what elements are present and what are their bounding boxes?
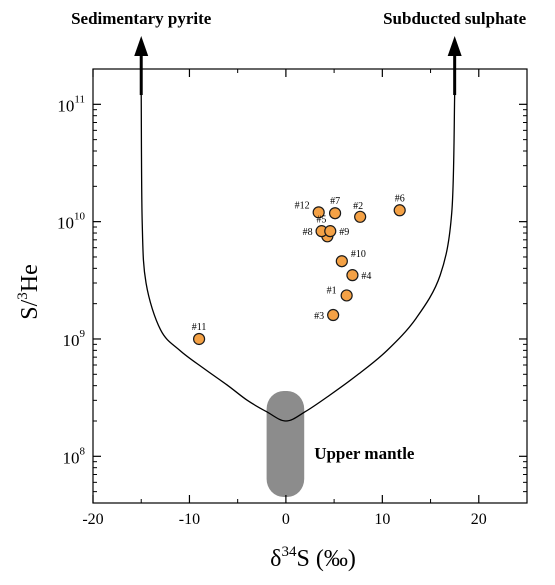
mixing-curve-layer [134, 36, 462, 422]
point-label: #9 [339, 227, 349, 238]
end-member-arrowhead [447, 36, 462, 56]
sedimentary-pyrite-label: Sedimentary pyrite [71, 9, 212, 28]
point-label: #11 [192, 322, 207, 333]
x-tick-label: 0 [282, 511, 290, 528]
data-point [393, 204, 406, 217]
data-point [340, 289, 353, 302]
data-point [346, 269, 359, 282]
point-label: #12 [295, 200, 310, 211]
data-points-layer [192, 204, 406, 346]
y-tick-label: 109 [63, 328, 86, 350]
data-point [312, 206, 325, 219]
point-label: #7 [330, 196, 340, 207]
point-label: #1 [327, 285, 337, 296]
y-tick-label: 1010 [57, 211, 86, 233]
subducted-sulphate-label: Subducted sulphate [383, 9, 527, 28]
axes-layer [92, 68, 528, 504]
point-label: #4 [361, 271, 371, 282]
end-member-arrowhead [134, 36, 149, 56]
point-label: #2 [353, 201, 363, 212]
point-label: #3 [314, 311, 324, 322]
y-tick-label: 1011 [57, 93, 85, 115]
data-point [192, 332, 206, 346]
point-label: #8 [303, 227, 313, 238]
data-point [335, 255, 348, 268]
x-tick-label: 20 [471, 511, 487, 528]
point-label: #10 [351, 249, 366, 260]
point-label: #6 [395, 193, 405, 204]
data-point [354, 210, 367, 223]
upper-mantle-region [266, 391, 305, 497]
x-tick-label: -10 [179, 511, 200, 528]
annotations-layer: Upper mantle Sedimentary pyrite Subducted … [15, 9, 527, 572]
x-tick-label: -20 [82, 511, 103, 528]
data-point [328, 207, 342, 220]
data-point [324, 225, 337, 238]
x-axis-label: δ34S (‰) [270, 544, 356, 572]
mixing-curve [140, 95, 456, 422]
x-tick-label: 10 [374, 511, 390, 528]
mantle-region-layer [266, 391, 305, 497]
upper-mantle-label: Upper mantle [314, 444, 415, 463]
data-point [327, 308, 340, 322]
y-axis-label: S/3He [15, 264, 43, 320]
plot-frame [92, 68, 528, 504]
point-label: #5 [316, 214, 326, 225]
y-tick-label: 108 [63, 445, 86, 467]
